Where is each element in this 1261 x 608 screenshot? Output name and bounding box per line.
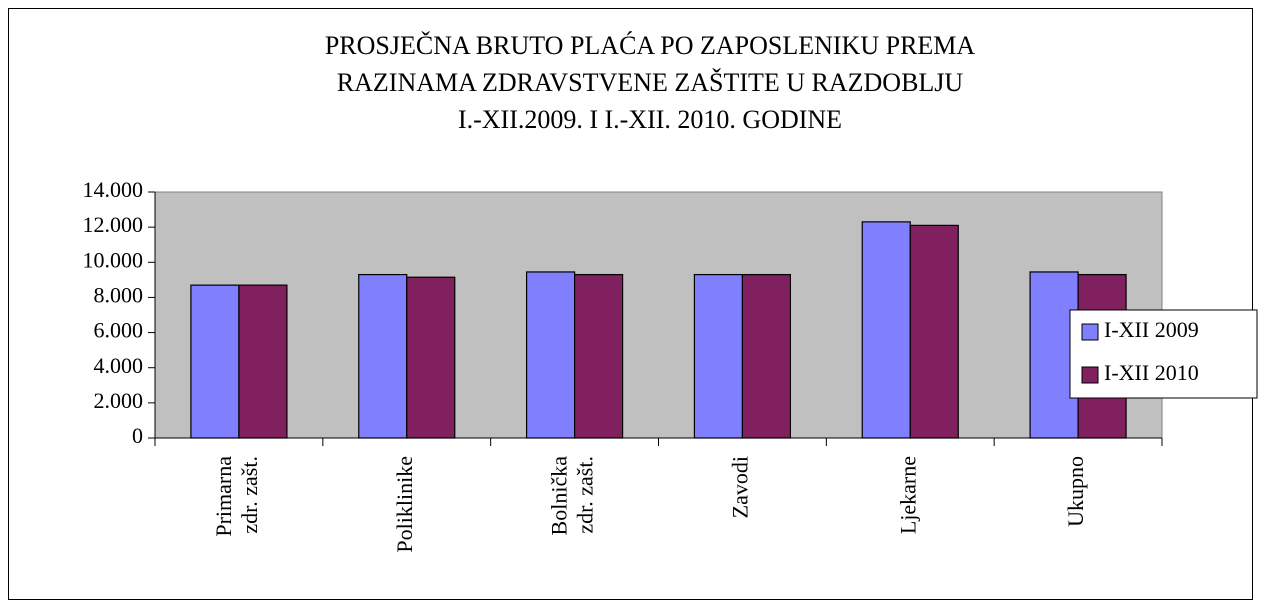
bar — [693, 273, 744, 439]
y-tick-label: 6.000 — [94, 318, 144, 343]
bar — [406, 276, 456, 439]
y-tick-label: 8.000 — [94, 282, 144, 307]
bar — [358, 273, 408, 439]
x-tick-label: Primarna — [211, 456, 236, 537]
bar — [525, 271, 576, 439]
legend-swatch — [1081, 366, 1099, 384]
y-tick-label: 10.000 — [83, 247, 144, 272]
y-tick-label: 12.000 — [83, 212, 144, 237]
x-tick-label: Zavodi — [727, 456, 752, 518]
legend-label: I-XII 2010 — [1104, 360, 1199, 385]
chart-title: I.-XII.2009. I I.-XII. 2010. GODINE — [458, 105, 842, 134]
bar — [190, 284, 240, 439]
bar — [861, 221, 911, 439]
x-tick-label: Bolnička — [547, 456, 572, 536]
chart-title: PROSJEČNA BRUTO PLAĆA PO ZAPOSLENIKU PRE… — [325, 31, 976, 60]
x-tick-label: zdr. zašt. — [237, 456, 262, 534]
bar — [238, 284, 288, 439]
bar — [741, 273, 792, 439]
y-tick-label: 2.000 — [94, 388, 144, 413]
x-tick-label: Ukupno — [1063, 456, 1088, 527]
y-tick-label: 4.000 — [94, 353, 144, 378]
x-tick-label: Ljekarne — [895, 456, 920, 534]
plot-area — [154, 191, 1163, 439]
legend-label: I-XII 2009 — [1104, 317, 1199, 342]
y-tick-label: 14.000 — [83, 177, 144, 202]
bar — [909, 224, 959, 439]
x-tick-label: zdr. zašt. — [573, 456, 598, 534]
legend-swatch — [1081, 323, 1099, 341]
bar — [573, 273, 624, 439]
y-tick-label: 0 — [132, 423, 143, 448]
legend — [1069, 309, 1258, 399]
x-tick-label: Poliklinike — [392, 456, 417, 553]
chart-title: RAZINAMA ZDRAVSTVENE ZAŠTITE U RAZDOBLJU — [337, 68, 964, 97]
